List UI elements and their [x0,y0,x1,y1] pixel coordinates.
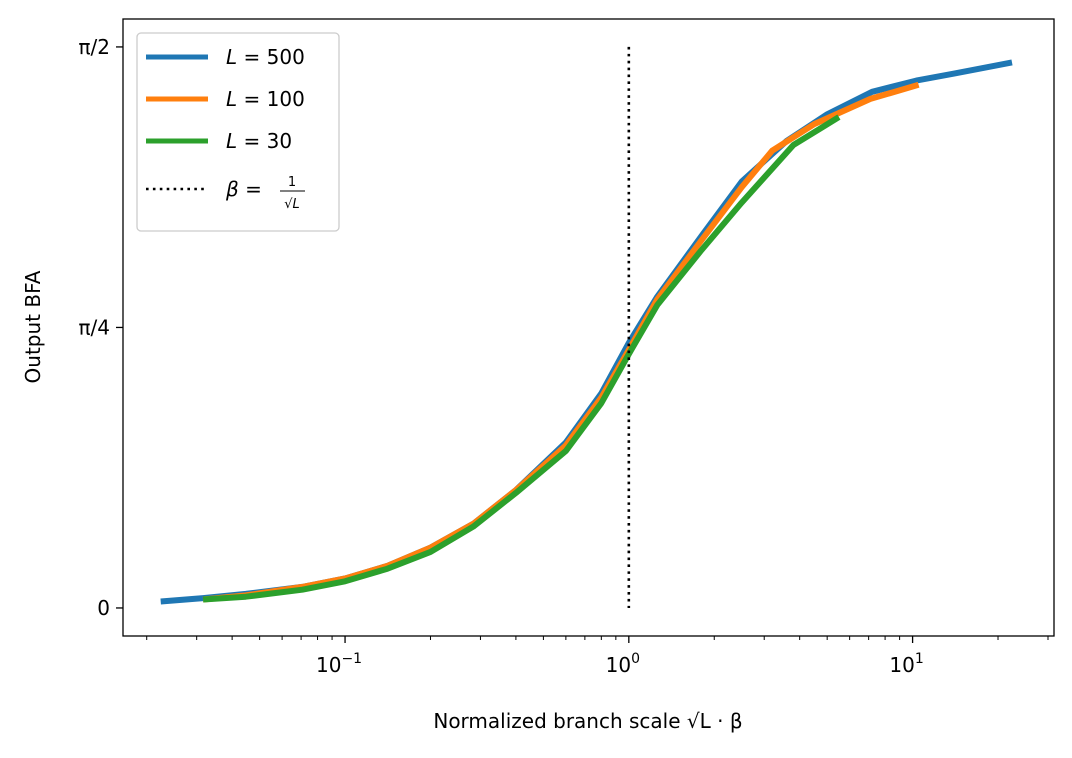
legend-beta-lhs: β = [225,177,262,201]
x-axis-label-text: Normalized branch scale √L · β [433,709,742,733]
legend-label-beta: β = 1 √L [225,175,305,212]
x-tick-label: 101 [889,651,923,677]
y-axis: 0 π/4 π/2 [78,35,123,620]
y-axis-label: Output BFA [21,270,45,383]
y-tick-label: π/2 [78,35,110,59]
x-tick-label: 10−1 [316,651,362,677]
legend-beta-denominator: √L [284,197,300,212]
y-tick-label: 0 [97,596,110,620]
series-layer [160,46,1013,608]
series-line-l30 [202,114,841,603]
legend-beta-numerator: 1 [288,175,296,190]
legend-box [136,32,340,232]
y-tick-label: π/4 [78,315,110,339]
legend-label-l100: L = 100 [226,87,305,111]
x-axis: 10−1 100 101 [146,636,1049,677]
legend: L = 500 L = 100 L = 30 β = 1 √L [136,32,340,232]
x-axis-label: Normalized branch scale √L · β [433,709,742,733]
x-tick-label: 100 [606,651,640,677]
legend-label-l30: L = 30 [226,129,292,153]
legend-label-l500: L = 500 [226,45,305,69]
